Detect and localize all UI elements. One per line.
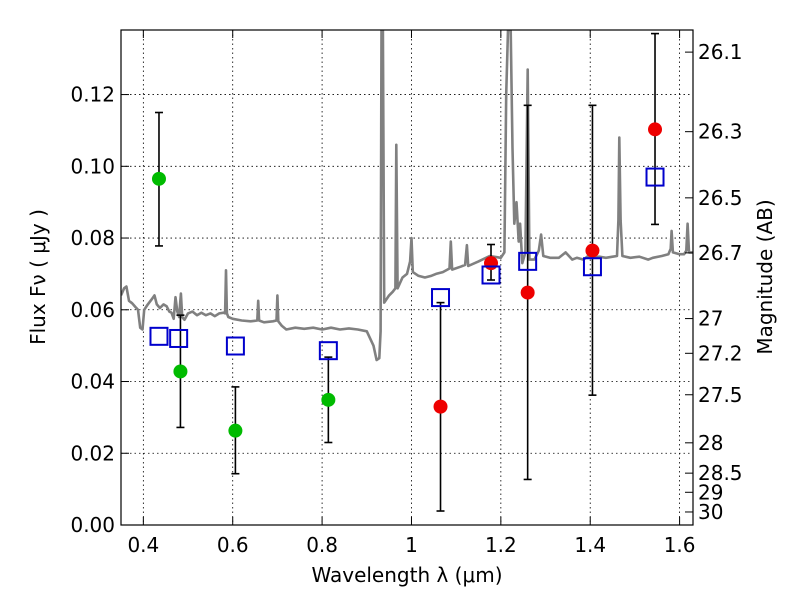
mag-tick-label: 27.5 (698, 383, 743, 407)
model-square-marker (149, 326, 169, 346)
red-data-point (520, 285, 535, 300)
grid (121, 30, 693, 526)
model-square-marker (431, 288, 451, 308)
mag-tick-label: 26.3 (698, 120, 743, 144)
tick-layer: 0.4 0.6 0.8 1 1.2 1.4 1.6 0.00 0.02 0.04 0.06 0.08 0… (70, 30, 743, 557)
x-tick-label: 0.6 (217, 533, 249, 557)
x-tick-label: 1 (405, 533, 418, 557)
y-tick-label: 0.08 (70, 226, 115, 250)
mag-tick-label: 28.5 (698, 461, 743, 485)
red-data-point (648, 122, 663, 137)
model-square-marker (169, 328, 189, 348)
x-axis-label: Wavelength λ (μm) (311, 563, 502, 587)
plot-frame (120, 29, 694, 526)
marker-layer (149, 122, 665, 438)
y-tick-label: 0.12 (70, 83, 115, 107)
y-tick-label: 0.00 (70, 513, 115, 537)
x-tick-label: 1.2 (485, 533, 517, 557)
y-tick-label: 0.04 (70, 370, 115, 394)
model-square-marker (481, 265, 501, 285)
red-data-point (484, 256, 499, 271)
red-data-point (585, 243, 600, 258)
green-data-point (228, 423, 243, 438)
mag-tick-label: 26.7 (698, 241, 743, 265)
y-tick-label: 0.02 (70, 441, 115, 465)
mag-tick-label: 26.1 (698, 40, 743, 64)
model-square-marker (582, 257, 602, 277)
mag-tick-label: 27 (698, 307, 723, 331)
model-square-marker (518, 251, 538, 271)
y-axis-label: Flux Fν ( μJy ) (26, 209, 50, 345)
model-square-marker (645, 167, 665, 187)
mag-tick-label: 29 (698, 480, 723, 504)
green-data-point (321, 392, 336, 407)
red-data-point (433, 399, 448, 414)
mag-tick-label: 30 (698, 500, 723, 524)
green-data-point (151, 171, 166, 186)
green-data-point (173, 364, 188, 379)
x-tick-label: 1.6 (664, 533, 696, 557)
y-tick-label: 0.06 (70, 298, 115, 322)
y-tick-label: 0.10 (70, 154, 115, 178)
x-tick-label: 1.4 (574, 533, 606, 557)
x-tick-label: 0.8 (306, 533, 338, 557)
mag-tick-label: 28 (698, 431, 723, 455)
y-axis-right-label: Magnitude (AB) (753, 199, 777, 354)
model-square-marker (225, 336, 245, 356)
model-square-marker (318, 341, 338, 361)
x-tick-label: 0.4 (127, 533, 159, 557)
mag-tick-label: 26.5 (698, 186, 743, 210)
mag-tick-label: 27.2 (698, 341, 743, 365)
